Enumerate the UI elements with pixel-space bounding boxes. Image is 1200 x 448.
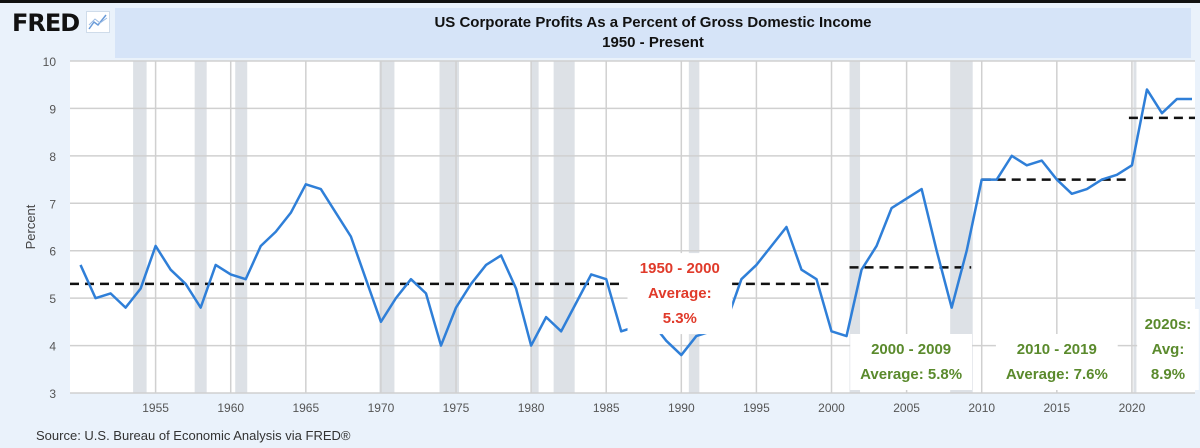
x-tick-label: 2000 <box>818 401 845 415</box>
x-tick-label: 2020 <box>1119 401 1146 415</box>
average-annotation: Average: <box>648 285 712 302</box>
x-tick-label: 1965 <box>292 401 319 415</box>
y-axis-label: Percent <box>23 204 38 249</box>
average-annotation: 2010 - 2019 <box>1017 341 1097 358</box>
y-tick-label: 5 <box>49 292 56 306</box>
x-tick-label: 1975 <box>443 401 470 415</box>
y-tick-label: 8 <box>49 150 56 164</box>
x-tick-label: 1990 <box>668 401 695 415</box>
y-tick-label: 4 <box>49 340 56 354</box>
y-tick-label: 9 <box>49 102 56 116</box>
source-note: Source: U.S. Bureau of Economic Analysis… <box>36 428 350 443</box>
x-tick-label: 1995 <box>743 401 770 415</box>
x-tick-label: 1960 <box>217 401 244 415</box>
x-tick-label: 1955 <box>142 401 169 415</box>
x-tick-label: 1980 <box>518 401 545 415</box>
average-annotation: 5.3% <box>663 310 697 327</box>
x-tick-label: 1970 <box>368 401 395 415</box>
y-tick-label: 3 <box>49 387 56 401</box>
x-tick-label: 2010 <box>968 401 995 415</box>
average-annotation: 2000 - 2009 <box>871 341 951 358</box>
recession-bar <box>379 61 394 393</box>
average-annotation: 8.9% <box>1151 366 1185 383</box>
average-annotation: 2020s: <box>1145 316 1192 333</box>
average-annotation: Avg: <box>1152 341 1185 358</box>
average-annotation: Average: 7.6% <box>1006 366 1108 383</box>
recession-bar <box>195 61 207 393</box>
y-tick-label: 6 <box>49 245 56 259</box>
x-tick-label: 2015 <box>1043 401 1070 415</box>
y-tick-label: 7 <box>49 197 56 211</box>
x-tick-label: 1985 <box>593 401 620 415</box>
average-annotation: Average: 5.8% <box>860 366 962 383</box>
recession-bar <box>133 61 147 393</box>
recession-bar <box>1133 61 1136 393</box>
y-tick-label: 10 <box>43 55 57 69</box>
recession-bar <box>554 61 575 393</box>
x-tick-label: 2005 <box>893 401 920 415</box>
recession-bar <box>235 61 247 393</box>
chart-plot: 3 4 5 6 7 8 9 10 1955 1960 1965 1970 1975 1980 1985 199… <box>0 3 1200 448</box>
average-annotation: 1950 - 2000 <box>640 260 720 277</box>
